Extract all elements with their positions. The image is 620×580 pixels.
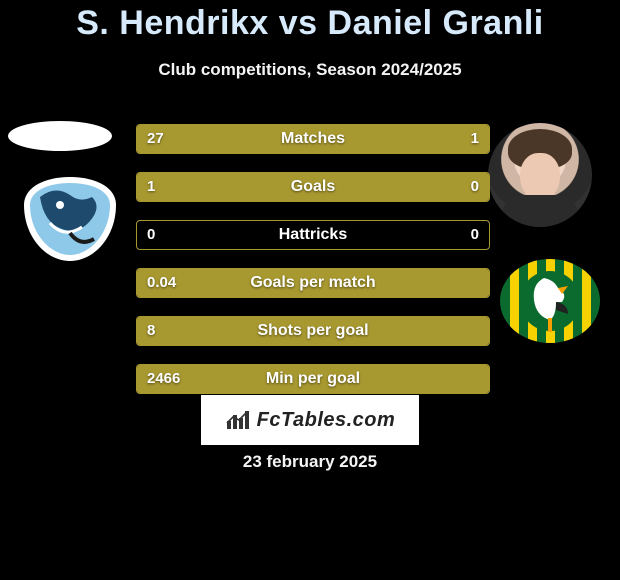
stats-bar-chart: Matches271Goals10Hattricks00Goals per ma…: [136, 124, 490, 412]
brand-chart-icon: [225, 409, 251, 431]
stat-row: Matches27 1: [136, 124, 490, 154]
stat-row: Hattricks0 0: [136, 220, 490, 250]
stat-value-left: 1: [147, 173, 155, 201]
stat-value-right: 1: [471, 125, 479, 153]
stat-value-right: 0: [471, 221, 479, 249]
date-label: 23 february 2025: [0, 452, 620, 472]
stat-label: Matches: [137, 125, 489, 153]
stat-row: Min per goal2466: [136, 364, 490, 394]
stat-value-left: 0: [147, 221, 155, 249]
brand-badge: FcTables.com: [203, 397, 417, 443]
player-right-club-badge: [498, 258, 602, 344]
player-left-club-badge: [20, 177, 120, 261]
stat-label: Shots per goal: [137, 317, 489, 345]
player-right-avatar: [488, 123, 592, 227]
page-title: S. Hendrikx vs Daniel Granli: [0, 4, 620, 43]
stat-label: Hattricks: [137, 221, 489, 249]
stat-value-left: 8: [147, 317, 155, 345]
stat-row: Goals1 0: [136, 172, 490, 202]
brand-text: FcTables.com: [257, 409, 396, 432]
stat-row: Goals per match0.04: [136, 268, 490, 298]
subtitle: Club competitions, Season 2024/2025: [0, 60, 620, 80]
player-left-avatar: [8, 121, 112, 151]
stat-value-left: 27: [147, 125, 164, 153]
stat-label: Min per goal: [137, 365, 489, 393]
stat-row: Shots per goal8: [136, 316, 490, 346]
stat-value-left: 2466: [147, 365, 180, 393]
stat-label: Goals per match: [137, 269, 489, 297]
stat-value-left: 0.04: [147, 269, 176, 297]
stat-label: Goals: [137, 173, 489, 201]
stat-value-right: 0: [471, 173, 479, 201]
